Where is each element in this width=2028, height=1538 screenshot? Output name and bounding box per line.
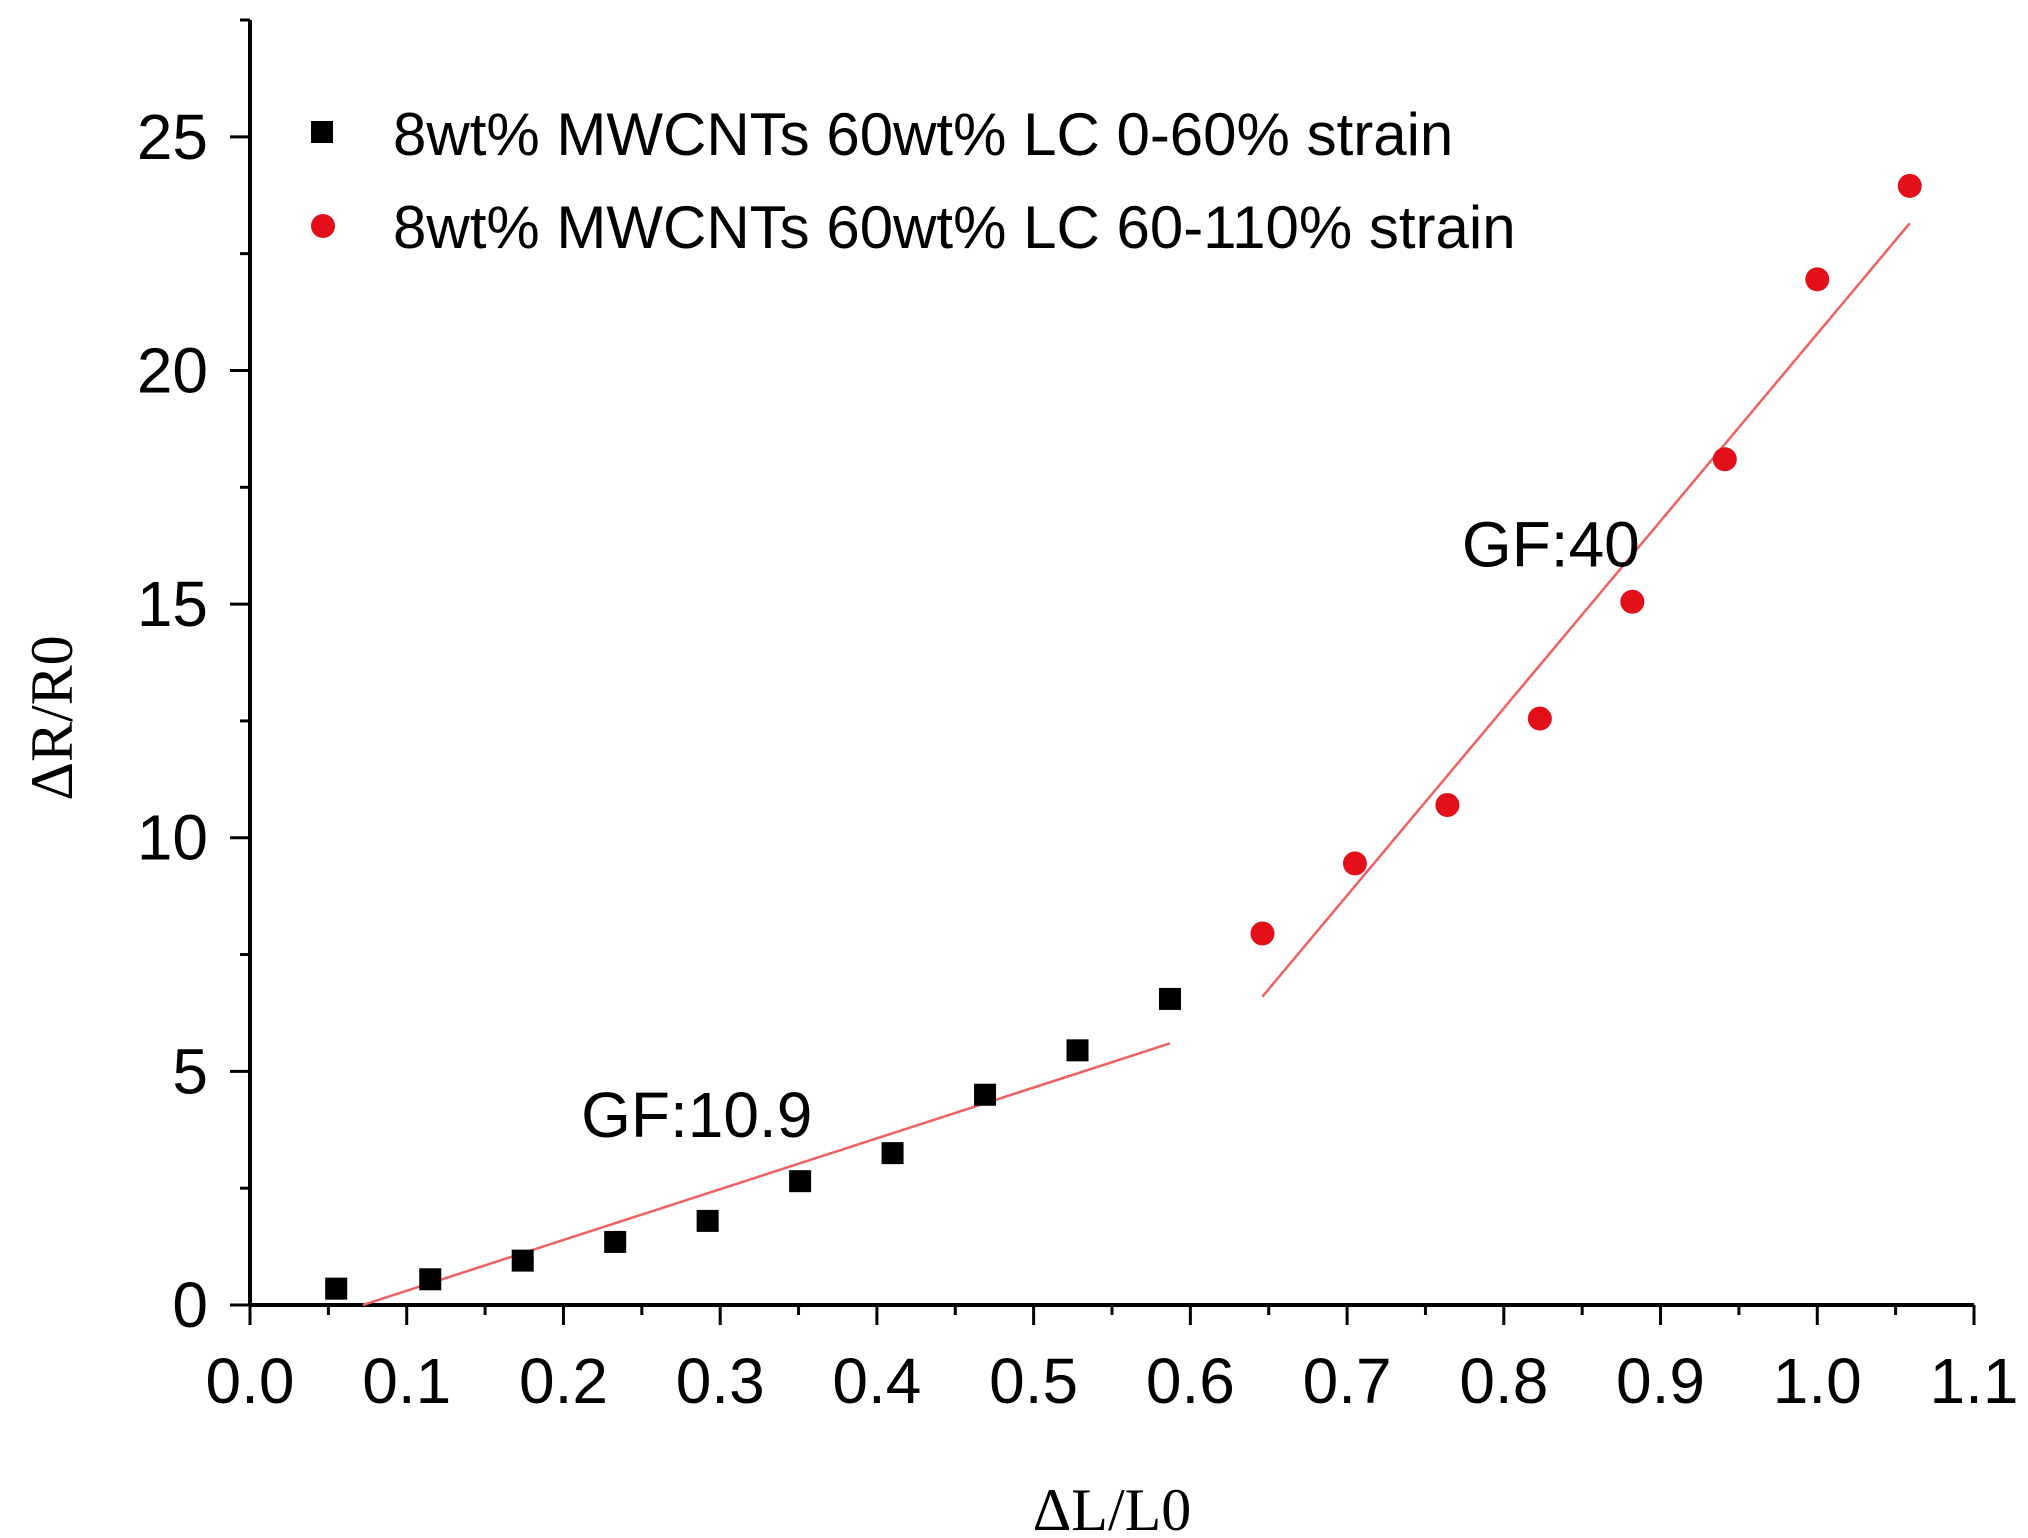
x-axis-title: ΔL/L0 <box>1033 1477 1192 1538</box>
data-point-series-0 <box>696 1209 719 1232</box>
legend-label-series-0: 8wt% MWCNTs 60wt% LC 0-60% strain <box>393 101 1453 168</box>
data-point-series-1 <box>1620 589 1645 614</box>
x-tick-label: 0.3 <box>676 1345 765 1417</box>
x-tick-label: 0.8 <box>1459 1345 1548 1417</box>
legend: 8wt% MWCNTs 60wt% LC 0-60% strain 8wt% M… <box>311 101 1516 261</box>
legend-marker-circle <box>311 214 335 238</box>
data-point-series-0 <box>1066 1039 1089 1062</box>
fit-line-fit-0-60 <box>362 1042 1171 1307</box>
y-tick-label: 10 <box>137 802 208 874</box>
x-tick-label: 1.1 <box>1930 1345 2019 1417</box>
gauge-factor-annotation: GF:40 <box>1462 509 1640 581</box>
data-point-series-0 <box>511 1249 534 1272</box>
x-tick-label: 0.2 <box>519 1345 608 1417</box>
y-tick-label: 15 <box>137 568 208 640</box>
data-point-series-1 <box>1527 706 1552 731</box>
ticks-layer: 0.0 0.1 0.2 0.3 0.4 0.5 0.6 0.7 0.8 0.9 1.0 1.1 0 5 10… <box>137 18 2019 1417</box>
data-point-series-0 <box>604 1230 627 1253</box>
data-point-series-0 <box>881 1142 904 1165</box>
x-tick-label: 0.0 <box>206 1345 295 1417</box>
y-axis-title: ΔR/R0 <box>19 635 85 800</box>
x-tick-label: 0.1 <box>362 1345 451 1417</box>
data-points-layer <box>325 173 1922 1300</box>
data-point-series-0 <box>419 1268 442 1291</box>
data-point-series-1 <box>1805 267 1830 292</box>
axis-titles: ΔL/L0 ΔR/R0 <box>19 635 1191 1538</box>
data-point-series-0 <box>325 1277 348 1300</box>
data-point-series-1 <box>1897 173 1922 198</box>
data-point-series-1 <box>1250 921 1275 946</box>
gauge-factor-annotation: GF:10.9 <box>581 1079 812 1151</box>
x-tick-label: 0.7 <box>1303 1345 1392 1417</box>
fit-lines-layer <box>362 222 1911 1307</box>
data-point-series-0 <box>1158 987 1181 1010</box>
data-point-series-0 <box>974 1083 997 1106</box>
y-tick-label: 0 <box>172 1269 208 1341</box>
x-tick-label: 1.0 <box>1773 1345 1862 1417</box>
legend-label-series-1: 8wt% MWCNTs 60wt% LC 60-110% strain <box>393 194 1516 261</box>
data-point-series-1 <box>1435 793 1460 818</box>
y-tick-label: 20 <box>137 334 208 406</box>
x-tick-label: 0.9 <box>1616 1345 1705 1417</box>
x-tick-label: 0.5 <box>989 1345 1078 1417</box>
legend-marker-square <box>311 121 333 143</box>
data-point-series-1 <box>1712 447 1737 472</box>
annotation-layer: GF:10.9 GF:40 <box>581 509 1640 1151</box>
fit-line-fit-60-110 <box>1261 222 1911 998</box>
data-point-series-0 <box>789 1170 812 1193</box>
y-tick-label: 25 <box>137 101 208 173</box>
x-tick-label: 0.4 <box>832 1345 921 1417</box>
data-point-series-1 <box>1342 851 1367 876</box>
x-tick-label: 0.6 <box>1146 1345 1235 1417</box>
y-tick-label: 5 <box>172 1035 208 1107</box>
